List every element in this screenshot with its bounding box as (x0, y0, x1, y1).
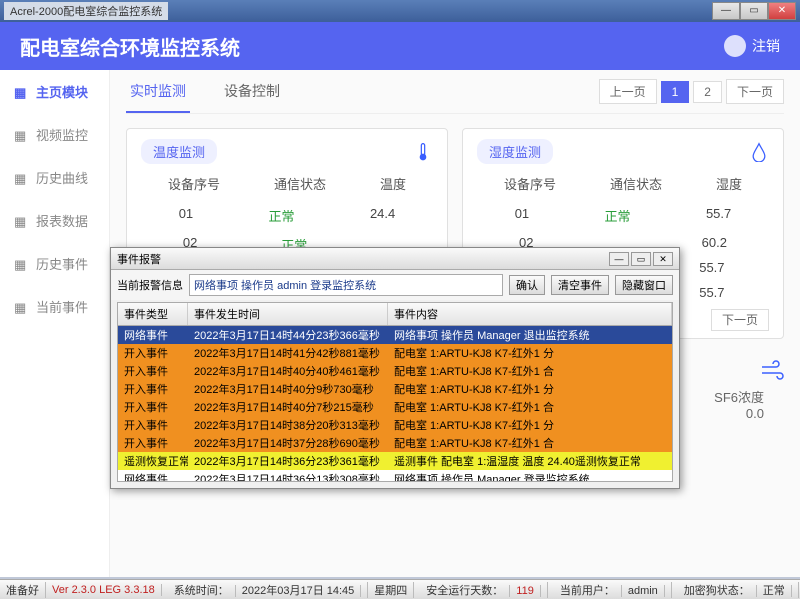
card-title: 湿度监测 (477, 139, 553, 164)
tab[interactable]: 实时监测 (126, 71, 190, 113)
window-titlebar: Acrel-2000配电室综合监控系统 — ▭ ✕ (0, 0, 800, 22)
current-alarm-label: 当前报警信息 (117, 277, 183, 293)
grid-row[interactable]: 遥测恢复正常2022年3月17日14时36分23秒361毫秒遥测事件 配电室 1… (118, 452, 672, 470)
tab-group: 实时监测设备控制 (126, 71, 284, 113)
menu-icon: ▦ (14, 171, 28, 185)
menu-icon: ▦ (14, 128, 28, 142)
menu-icon: ▦ (14, 257, 28, 271)
sidebar-item[interactable]: ▦当前事件 (0, 285, 109, 328)
status-user: 当前用户：admin (548, 582, 672, 598)
grid-row[interactable]: 开入事件2022年3月17日14时37分28秒690毫秒配电室 1:ARTU-K… (118, 434, 672, 452)
menu-icon: ▦ (14, 85, 28, 99)
table-row: 01正常55.7 (477, 201, 769, 230)
app-header: 配电室综合环境监控系统 注销 (0, 22, 800, 70)
menu-icon: ▦ (14, 214, 28, 228)
status-uptime: 安全运行天数：119 (414, 582, 548, 598)
app-title: 配电室综合环境监控系统 (20, 32, 240, 61)
dialog-title: 事件报警 (117, 251, 161, 267)
hide-window-button[interactable]: 隐藏窗口 (615, 275, 673, 295)
status-systime: 系统时间：2022年03月17日 14:45 (162, 582, 369, 598)
window-title: Acrel-2000配电室综合监控系统 (4, 2, 168, 20)
grid-row[interactable]: 网络事件2022年3月17日14时36分13秒308毫秒网络事项 操作员 Man… (118, 470, 672, 482)
status-weekday: 星期四 (368, 582, 414, 598)
window-buttons: — ▭ ✕ (712, 2, 796, 20)
menu-icon: ▦ (14, 300, 28, 314)
event-alarm-dialog: 事件报警 — ▭ ✕ 当前报警信息 网络事项 操作员 admin 登录监控系统 … (110, 247, 680, 489)
close-button[interactable]: ✕ (768, 2, 796, 20)
current-alarm-text: 网络事项 操作员 admin 登录监控系统 (189, 274, 503, 296)
status-version: Ver 2.3.0 LEG 3.3.18 (46, 584, 162, 596)
dialog-min-icon[interactable]: — (609, 252, 629, 266)
status-bar: 准备好 Ver 2.3.0 LEG 3.3.18 系统时间：2022年03月17… (0, 579, 800, 599)
thermometer-icon (413, 142, 433, 162)
table-row: 01正常24.4 (141, 201, 433, 230)
sidebar-item[interactable]: ▦报表数据 (0, 199, 109, 242)
confirm-button[interactable]: 确认 (509, 275, 545, 295)
sidebar-item[interactable]: ▦历史事件 (0, 242, 109, 285)
wind-icon (760, 359, 784, 383)
maximize-button[interactable]: ▭ (740, 2, 768, 20)
page-1-button[interactable]: 1 (661, 81, 690, 103)
dialog-titlebar[interactable]: 事件报警 — ▭ ✕ (111, 248, 679, 270)
avatar-icon (724, 35, 746, 57)
grid-row[interactable]: 开入事件2022年3月17日14时38分20秒313毫秒配电室 1:ARTU-K… (118, 416, 672, 434)
grid-row[interactable]: 开入事件2022年3月17日14时40分7秒215毫秒配电室 1:ARTU-KJ… (118, 398, 672, 416)
next-page-button[interactable]: 下一页 (726, 79, 784, 104)
tabs-bar: 实时监测设备控制 上一页 1 2 下一页 (126, 70, 784, 114)
clear-events-button[interactable]: 清空事件 (551, 275, 609, 295)
grid-row[interactable]: 开入事件2022年3月17日14时41分42秒881毫秒配电室 1:ARTU-K… (118, 344, 672, 362)
grid-row[interactable]: 开入事件2022年3月17日14时40分40秒461毫秒配电室 1:ARTU-K… (118, 362, 672, 380)
sidebar-item[interactable]: ▦视频监控 (0, 113, 109, 156)
sidebar-item[interactable]: ▦主页模块 (0, 70, 109, 113)
dialog-max-icon[interactable]: ▭ (631, 252, 651, 266)
grid-row[interactable]: 网络事件2022年3月17日14时44分23秒366毫秒网络事项 操作员 Man… (118, 326, 672, 344)
table-header: 设备序号 通信状态 湿度 (477, 174, 769, 193)
status-dongle: 加密狗状态：正常 (672, 582, 799, 598)
event-grid[interactable]: 事件类型 事件发生时间 事件内容 网络事件2022年3月17日14时44分23秒… (117, 302, 673, 482)
page-2-button[interactable]: 2 (693, 81, 722, 103)
app-body: 配电室综合环境监控系统 注销 ▦主页模块▦视频监控▦历史曲线▦报表数据▦历史事件… (0, 22, 800, 577)
grid-header: 事件类型 事件发生时间 事件内容 (118, 303, 672, 326)
logout-label: 注销 (752, 36, 780, 56)
card-title: 温度监测 (141, 139, 217, 164)
sidebar-item[interactable]: ▦历史曲线 (0, 156, 109, 199)
prev-page-button[interactable]: 上一页 (599, 79, 657, 104)
sidebar: ▦主页模块▦视频监控▦历史曲线▦报表数据▦历史事件▦当前事件 (0, 70, 110, 577)
next-page-small[interactable]: 下一页 (711, 309, 769, 331)
logout-button[interactable]: 注销 (724, 35, 780, 57)
minimize-button[interactable]: — (712, 2, 740, 20)
status-ready: 准备好 (0, 582, 46, 598)
table-header: 设备序号 通信状态 温度 (141, 174, 433, 193)
droplet-icon (749, 142, 769, 162)
dialog-toolbar: 当前报警信息 网络事项 操作员 admin 登录监控系统 确认 清空事件 隐藏窗… (111, 270, 679, 300)
pager: 上一页 1 2 下一页 (599, 79, 784, 104)
tab[interactable]: 设备控制 (220, 71, 284, 113)
grid-row[interactable]: 开入事件2022年3月17日14时40分9秒730毫秒配电室 1:ARTU-KJ… (118, 380, 672, 398)
dialog-close-icon[interactable]: ✕ (653, 252, 673, 266)
